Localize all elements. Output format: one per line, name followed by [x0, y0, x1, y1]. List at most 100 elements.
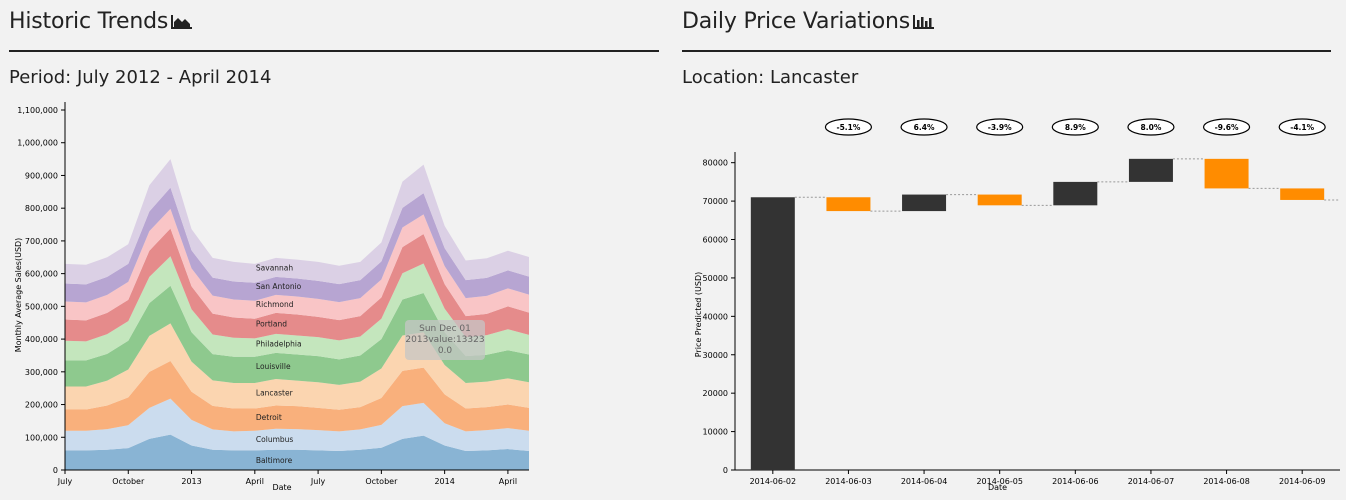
daily-price-title: Daily Price Variations	[682, 9, 935, 36]
area-savannah[interactable]	[65, 159, 529, 285]
pct-label: 8.9%	[1065, 123, 1086, 132]
y-tick-label: 50000	[703, 274, 728, 283]
x-tick-label: 2014-06-09	[1279, 477, 1326, 486]
bar-2014-06-03[interactable]	[826, 197, 871, 212]
y-tick-label: 600,000	[25, 270, 58, 279]
y-tick-label: 40000	[703, 312, 728, 321]
y-tick-label: 900,000	[25, 171, 58, 180]
bar-2014-06-05[interactable]	[977, 194, 1022, 206]
pct-pill	[1202, 118, 1251, 136]
pct-label: -3.9%	[988, 123, 1012, 132]
x-tick-label: October	[112, 477, 145, 486]
location-subtitle: Location: Lancaster	[682, 67, 858, 88]
series-label-san-antonio: San Antonio	[256, 282, 302, 291]
daily-price-title-text: Daily Price Variations	[682, 9, 910, 34]
period-label: Period:	[9, 67, 72, 88]
pct-label: 6.4%	[914, 123, 935, 132]
y-tick-label: 60000	[703, 236, 728, 245]
x-tick-label: 2013	[181, 477, 201, 486]
y-tick-label: 10000	[703, 428, 728, 437]
area-chart-icon	[171, 11, 193, 36]
area-philadelphia[interactable]	[65, 256, 529, 361]
bar-2014-06-07[interactable]	[1128, 158, 1173, 182]
series-label-detroit: Detroit	[256, 413, 282, 422]
pct-pill	[1127, 118, 1175, 136]
y-tick-label: 70000	[703, 197, 728, 206]
series-label-portland: Portland	[256, 319, 287, 328]
bar-2014-06-09[interactable]	[1280, 188, 1325, 200]
y-tick-label: 1,000,000	[17, 139, 58, 148]
y-tick-label: 100,000	[25, 433, 58, 442]
y-tick-label: 1,100,000	[17, 106, 58, 115]
pct-label: -4.1%	[1290, 123, 1314, 132]
x-tick-label: July	[57, 477, 73, 486]
tooltip-line: Sun Dec 01	[419, 324, 471, 334]
x-tick-label: October	[365, 477, 398, 486]
pct-label: -9.6%	[1215, 123, 1239, 132]
bar-2014-06-08[interactable]	[1204, 158, 1249, 189]
x-tick-label: 2014-06-07	[1128, 477, 1175, 486]
x-tick-label: 2014-06-04	[901, 477, 948, 486]
series-label-columbus: Columbus	[256, 435, 293, 444]
bar-chart-icon	[913, 11, 935, 36]
pct-pill	[824, 118, 873, 136]
y-axis-title: Price Predicted (USD)	[694, 272, 703, 358]
daily-price-chart: 0 10000 20000 30000 40000 50000 60000 70000 8000…	[694, 118, 1340, 492]
pct-pill	[1278, 118, 1326, 136]
y-tick-label: 400,000	[25, 335, 58, 344]
bar-2014-06-06[interactable]	[1053, 181, 1098, 206]
bar-2014-06-02[interactable]	[750, 197, 795, 470]
x-tick-label: 2014-06-08	[1203, 477, 1250, 486]
series-label-philadelphia: Philadelphia	[256, 339, 302, 348]
area-baltimore[interactable]	[65, 434, 529, 470]
y-tick-label: 700,000	[25, 237, 58, 246]
tooltip-line: 0.0	[438, 346, 453, 356]
area-columbus[interactable]	[65, 398, 529, 452]
location-label: Location:	[682, 67, 765, 88]
tooltip-line: 2013value:13323	[405, 335, 484, 345]
y-tick-label: 300,000	[25, 368, 58, 377]
y-tick-label: 30000	[703, 351, 728, 360]
historic-trends-chart: 0 100,000 200,000 300,000 400,000 500,000 600,…	[14, 102, 529, 492]
historic-trends-title: Historic Trends	[9, 9, 193, 36]
x-axis-title: Date	[988, 483, 1007, 492]
bar-2014-06-04[interactable]	[902, 194, 947, 212]
period-subtitle: Period: July 2012 - April 2014	[9, 67, 271, 88]
area-san-antonio[interactable]	[65, 187, 529, 303]
area-louisville[interactable]	[65, 285, 529, 387]
y-axis-title: Monthly Average Sales(USD)	[14, 238, 23, 353]
x-tick-label: 2014-06-06	[1052, 477, 1099, 486]
pct-pill	[900, 118, 948, 136]
x-tick-label: April	[246, 477, 264, 486]
x-axis-title: Date	[272, 483, 291, 492]
y-tick-label: 80000	[703, 159, 728, 168]
area-detroit[interactable]	[65, 361, 529, 432]
x-tick-label: July	[310, 477, 326, 486]
y-tick-label: 800,000	[25, 204, 58, 213]
tooltip-box	[405, 320, 485, 360]
historic-trends-divider	[9, 50, 659, 52]
y-tick-label: 20000	[703, 389, 728, 398]
area-portland[interactable]	[65, 228, 529, 342]
pct-label: 8.0%	[1141, 123, 1162, 132]
series-label-richmond: Richmond	[256, 300, 294, 309]
series-label-louisville: Louisville	[256, 362, 291, 371]
series-label-lancaster: Lancaster	[256, 388, 294, 397]
y-tick-label: 0	[723, 466, 728, 475]
x-tick-label: April	[499, 477, 517, 486]
x-tick-label: 2014-06-02	[750, 477, 797, 486]
series-label-savannah: Savannah	[256, 263, 293, 272]
pct-pill	[976, 118, 1024, 136]
series-label-baltimore: Baltimore	[256, 456, 293, 465]
area-richmond[interactable]	[65, 208, 529, 321]
y-tick-label: 200,000	[25, 401, 58, 410]
y-tick-label: 500,000	[25, 302, 58, 311]
x-tick-label: 2014-06-05	[976, 477, 1023, 486]
historic-trends-title-text: Historic Trends	[9, 9, 169, 34]
pct-label: -5.1%	[836, 123, 860, 132]
y-tick-label: 0	[53, 466, 58, 475]
period-value: July 2012 - April 2014	[76, 67, 272, 88]
daily-price-divider	[682, 50, 1331, 52]
x-tick-label: 2014	[434, 477, 454, 486]
